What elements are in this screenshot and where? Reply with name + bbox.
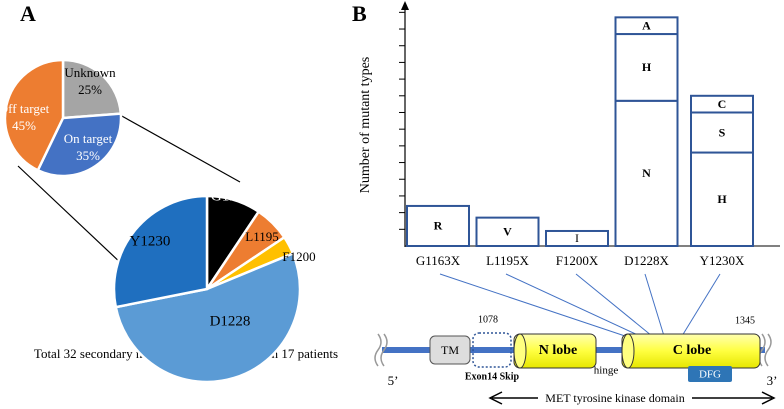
cyl-end [621, 333, 635, 369]
pie-slice [61, 58, 123, 120]
exon-label: Exon14 Skip [465, 371, 520, 382]
segment-label: H [642, 60, 652, 74]
bar-segment [690, 151, 754, 247]
dfg-label: DFG [699, 369, 721, 381]
segment-label: R [434, 219, 443, 233]
bar-segment [475, 216, 540, 247]
slice-label: F1200 [282, 249, 315, 264]
segment-label: H [717, 192, 727, 206]
value-label: 35% [76, 148, 100, 163]
panel-label: A [20, 1, 36, 26]
bar-segment [614, 16, 679, 36]
segment-label: N [642, 166, 651, 180]
hinge-label: hinge [594, 365, 619, 377]
connector [17, 165, 125, 267]
x-tick-label: D1228X [624, 253, 669, 268]
mapping-lines [439, 273, 721, 337]
three-prime: 3’ [767, 373, 778, 388]
segment-label: C [718, 97, 727, 111]
slice-label: D1228 [210, 313, 251, 329]
five-prime: 5’ [388, 373, 399, 388]
pie-slice [112, 194, 209, 309]
bar-segment [545, 229, 609, 247]
bar-segment [614, 33, 679, 102]
x-tick-label: F1200X [556, 253, 599, 268]
bar-segment [614, 99, 679, 247]
bar-segment [690, 111, 754, 154]
slice-label: Unknown [64, 65, 116, 80]
slice-label: Off target [0, 101, 50, 116]
domain-label: MET tyrosine kinase domain [545, 391, 684, 405]
x-tick-label: G1163X [416, 253, 461, 268]
value-label: 45% [12, 118, 36, 133]
segment-label: I [575, 231, 579, 245]
n-lobe-label: N lobe [539, 343, 578, 358]
c-lobe-label: C lobe [673, 343, 712, 358]
y-axis-label: Number of mutant types [358, 57, 373, 193]
cyl-end [513, 333, 527, 369]
label-bg [538, 390, 692, 406]
slice-label: On target [64, 131, 113, 146]
axis-arrow [401, 1, 409, 10]
tm-box [429, 335, 471, 365]
connector [119, 114, 241, 183]
slice-label: L1195 [245, 229, 278, 244]
pie-slice [3, 58, 65, 172]
x-tick-label: L1195X [486, 253, 529, 268]
end-label: 1345 [735, 315, 755, 326]
slice-label: G1163 [211, 188, 251, 204]
x-tick-label: Y1230X [700, 253, 745, 268]
panel-label: B [352, 1, 367, 26]
break-marks [374, 333, 772, 367]
dfg-box [688, 366, 732, 382]
bar-segment [690, 94, 754, 114]
value-label: 25% [78, 82, 102, 97]
tm-label: TM [441, 343, 459, 357]
segment-label: V [503, 225, 512, 239]
pie-slice [114, 251, 302, 384]
arrow-heads [488, 391, 776, 405]
exon-box [472, 332, 512, 368]
bar-segment [406, 204, 470, 247]
segment-label: S [719, 125, 726, 139]
start-label: 1078 [478, 314, 498, 325]
slice-label: Y1230 [130, 233, 171, 249]
segment-label: A [642, 18, 651, 32]
